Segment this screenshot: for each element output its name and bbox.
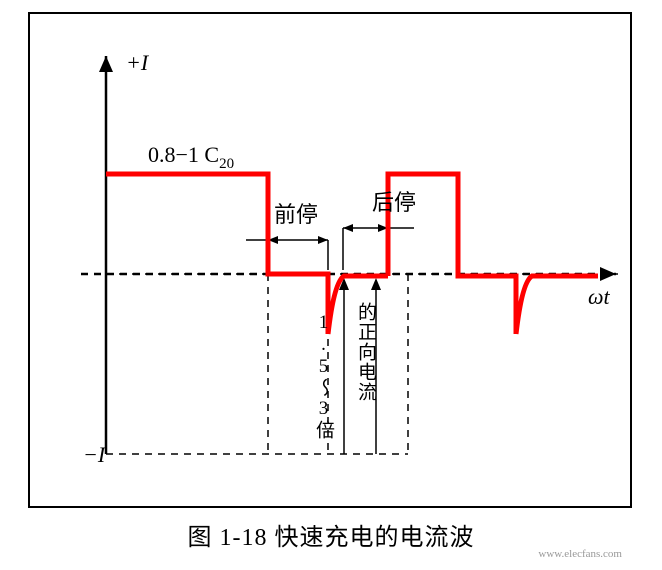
chart-frame: +I −I ωt 0.8−1 C20 前停 后停 1.5～3倍 的正向电流	[28, 12, 632, 508]
wave-seg1	[106, 174, 328, 334]
y-minus-label: −I	[83, 442, 107, 467]
watermark-text: www.elecfans.com	[538, 548, 622, 560]
neg-desc-label: 的正向电流	[352, 302, 379, 402]
amplitude-label: 0.8−1 C20	[148, 142, 234, 172]
pre-arrow-r	[318, 236, 328, 244]
neg-arrow-head2	[371, 278, 381, 290]
post-stop-label: 后停	[372, 190, 416, 215]
wave-curve2	[516, 276, 598, 334]
y-plus-label: +I	[126, 54, 150, 75]
plot-area: +I −I ωt 0.8−1 C20 前停 后停 1.5～3倍 的正向电流	[78, 54, 618, 474]
neg-magnitude-label: 1.5～3倍	[310, 312, 337, 440]
pre-stop-label: 前停	[274, 202, 318, 227]
chart-svg: +I −I ωt 0.8−1 C20 前停 后停	[78, 54, 618, 474]
x-axis-label: ωt	[588, 284, 611, 309]
figure-caption: 图 1-18 快速充电的电流波	[0, 517, 662, 552]
x-axis-arrow	[600, 267, 616, 281]
y-axis-arrow-up	[99, 56, 113, 72]
post-arrow-l	[343, 224, 353, 232]
